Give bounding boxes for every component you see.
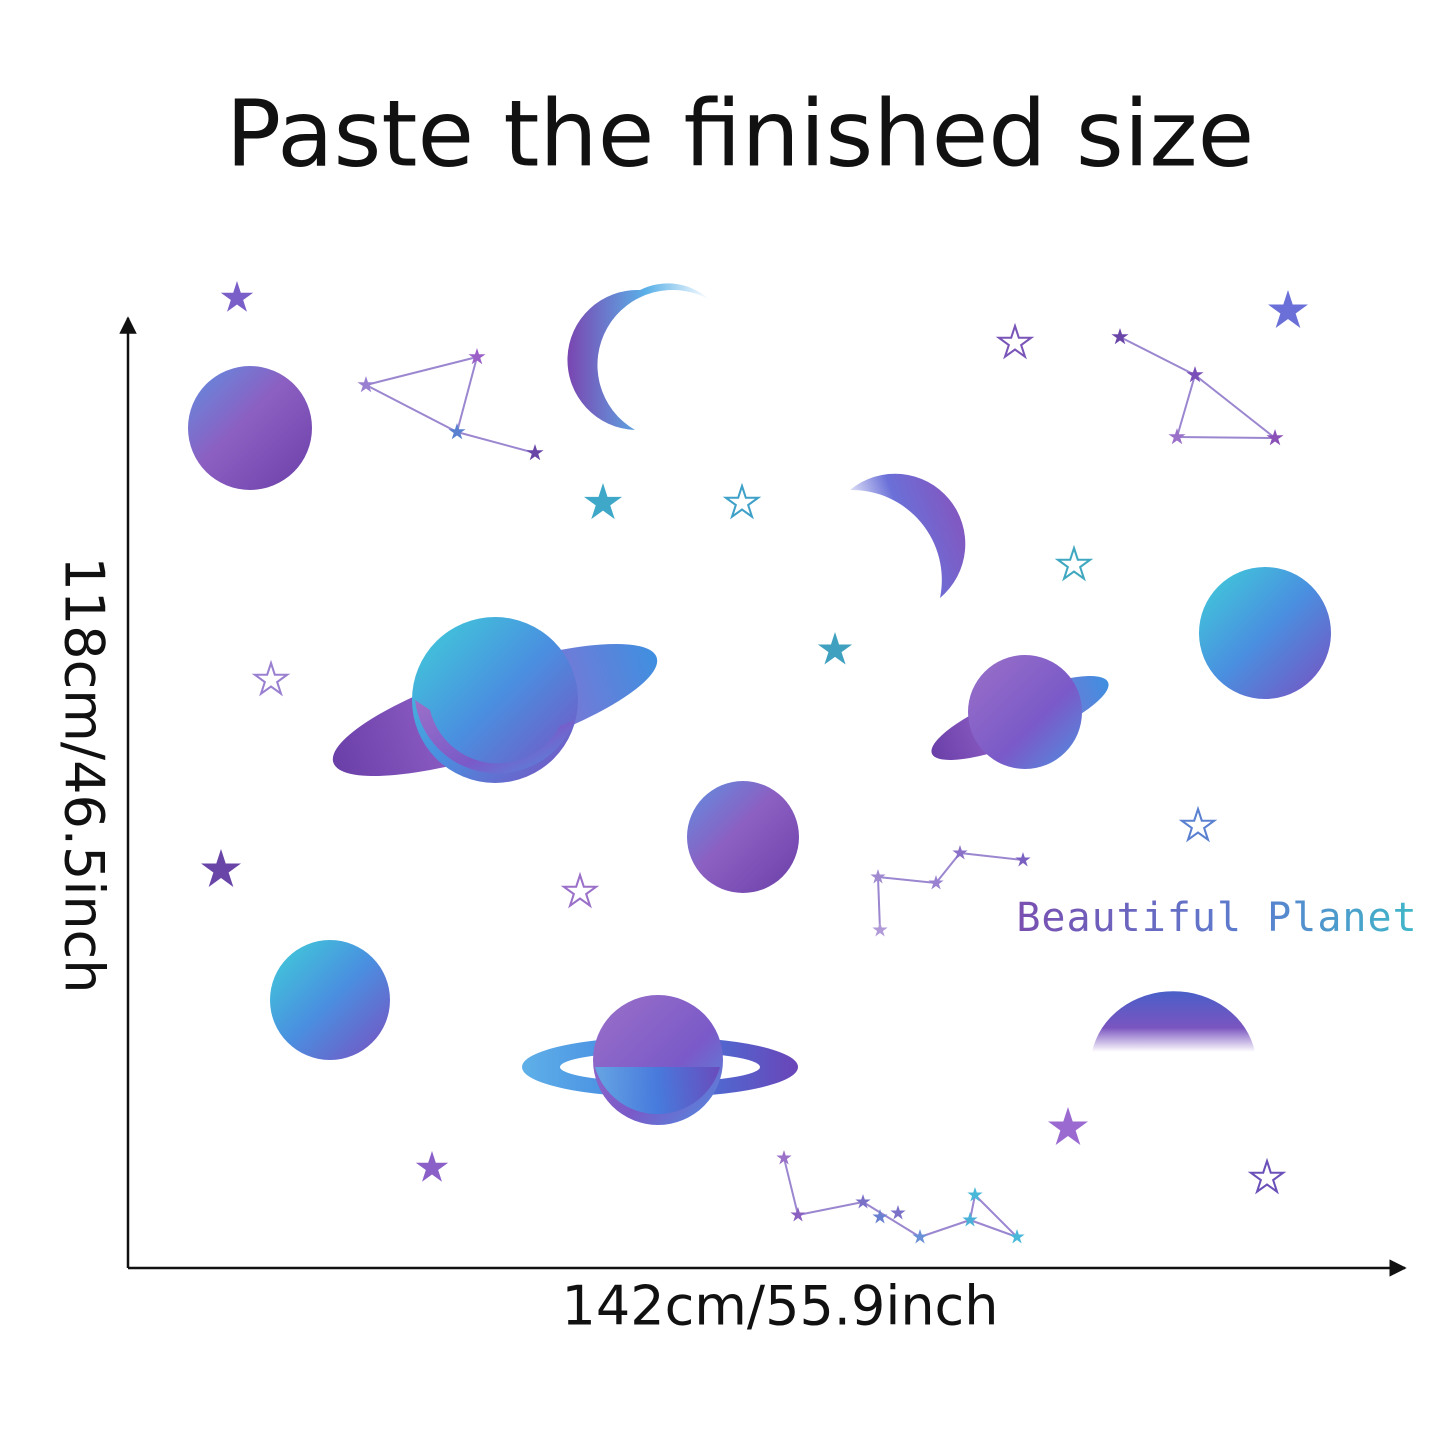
star [1058,548,1090,579]
constellation [1176,436,1276,439]
star [1251,1161,1283,1192]
constellation [1176,374,1196,438]
star [1182,809,1214,840]
constellations [365,336,1276,1238]
planet [188,366,312,490]
star [201,849,241,887]
star [415,1151,449,1182]
constellation [456,356,478,433]
star [1268,290,1308,328]
star [872,922,888,937]
planet [687,781,799,893]
constellation [862,1201,921,1238]
constellation [877,876,881,931]
width-label: 142cm/55.9inch [562,1275,999,1338]
star [448,423,466,440]
planet [595,1067,720,1115]
constellation [797,1201,864,1216]
planet [850,473,966,598]
constellation [456,431,536,454]
planet [412,617,578,783]
star [952,845,968,860]
constellation [877,876,937,884]
star [776,1150,792,1165]
height-label: 118cm/46.5inch [52,557,115,994]
planet [1092,991,1255,1052]
constellation [959,852,1024,861]
star [999,326,1031,357]
planet [270,940,390,1060]
star [255,663,287,694]
constellation [365,384,458,433]
constellation [365,356,478,386]
star [817,632,853,665]
planets [188,283,1331,1125]
planet [1199,567,1331,699]
constellation [919,1219,971,1238]
planet [415,700,575,774]
star [220,281,254,312]
star [564,875,596,906]
star [468,348,486,365]
star [890,1205,906,1220]
constellation [974,1194,1018,1238]
constellation [969,1219,1018,1238]
star [1048,1107,1088,1145]
constellation [783,1157,799,1216]
constellation [1119,336,1196,376]
star [1111,328,1129,345]
decal-text: Beautiful Planet [1016,895,1417,941]
constellation [1194,374,1276,439]
star [583,483,623,520]
star [962,1212,978,1227]
planet [968,655,1082,769]
star [726,486,758,517]
title: Paste the finished size [226,80,1255,187]
planet [567,283,710,430]
